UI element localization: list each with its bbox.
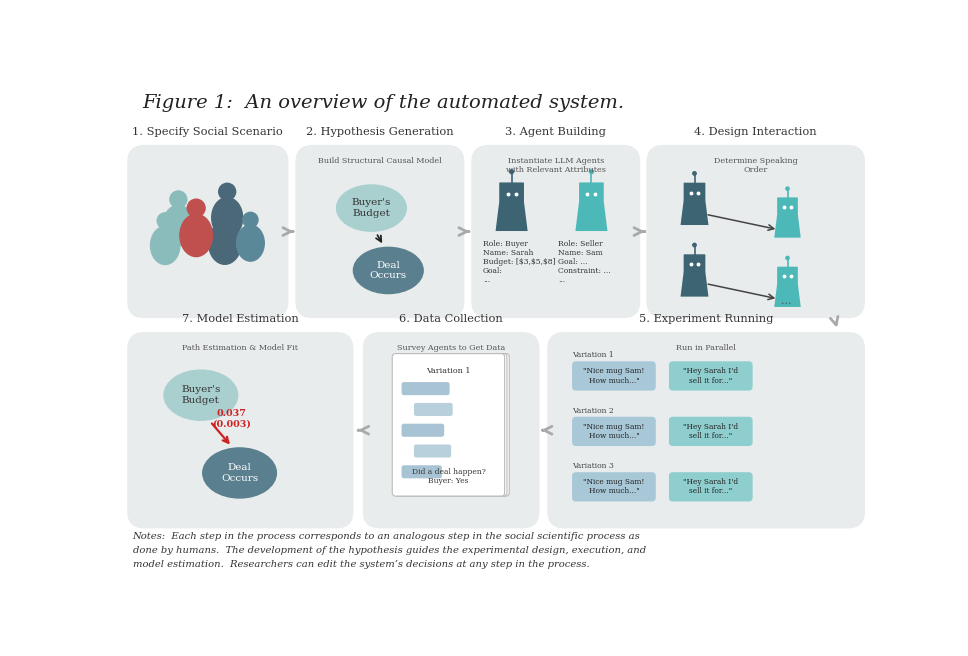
Ellipse shape [236, 225, 264, 261]
Ellipse shape [212, 197, 243, 238]
Text: Role: Buyer
Name: Sarah
Budget: [$3,$5,$8]
Goal:
...: Role: Buyer Name: Sarah Budget: [$3,$5,$… [483, 239, 556, 285]
Text: "Nice mug Sam!
How much...": "Nice mug Sam! How much..." [583, 478, 645, 495]
Circle shape [786, 256, 789, 260]
Text: Build Structural Causal Model: Build Structural Causal Model [318, 157, 441, 165]
FancyBboxPatch shape [777, 267, 798, 284]
Circle shape [243, 213, 258, 228]
Text: Run in Parallel: Run in Parallel [677, 344, 736, 352]
Circle shape [509, 170, 514, 174]
FancyBboxPatch shape [669, 417, 753, 446]
Text: Variation 1: Variation 1 [426, 367, 470, 375]
Text: Notes:  Each step in the process corresponds to an analogous step in the social : Notes: Each step in the process correspo… [133, 532, 646, 569]
Circle shape [216, 207, 233, 224]
Text: Deal
Occurs: Deal Occurs [370, 260, 407, 280]
Polygon shape [496, 203, 528, 231]
FancyBboxPatch shape [363, 332, 539, 528]
FancyBboxPatch shape [127, 145, 288, 318]
FancyBboxPatch shape [547, 332, 865, 528]
Text: Did a deal happen?
Buyer: Yes: Did a deal happen? Buyer: Yes [411, 468, 485, 485]
Polygon shape [681, 272, 709, 297]
Ellipse shape [208, 222, 241, 264]
FancyBboxPatch shape [471, 145, 640, 318]
Text: ...: ... [781, 297, 791, 306]
Text: Determine Speaking
Order: Determine Speaking Order [713, 157, 798, 174]
Text: 2. Hypothesis Generation: 2. Hypothesis Generation [306, 127, 454, 137]
Text: "Nice mug Sam!
How much...": "Nice mug Sam! How much..." [583, 367, 645, 384]
FancyBboxPatch shape [683, 255, 706, 273]
Ellipse shape [151, 226, 180, 264]
Text: 7. Model Estimation: 7. Model Estimation [182, 314, 299, 324]
Polygon shape [575, 203, 608, 231]
Ellipse shape [353, 247, 423, 293]
FancyBboxPatch shape [669, 472, 753, 501]
FancyBboxPatch shape [647, 145, 865, 318]
FancyBboxPatch shape [499, 182, 524, 203]
FancyBboxPatch shape [127, 332, 353, 528]
Text: Deal
Occurs: Deal Occurs [221, 463, 258, 483]
FancyBboxPatch shape [414, 445, 451, 458]
Text: Survey Agents to Get Data: Survey Agents to Get Data [397, 344, 505, 352]
Text: "Nice mug Sam!
How much...": "Nice mug Sam! How much..." [583, 422, 645, 440]
Circle shape [693, 172, 696, 175]
Text: 1. Specify Social Scenario: 1. Specify Social Scenario [133, 127, 284, 137]
Text: 6. Data Collection: 6. Data Collection [399, 314, 503, 324]
FancyBboxPatch shape [572, 472, 655, 501]
Polygon shape [774, 283, 801, 307]
Polygon shape [774, 215, 801, 237]
Text: Path Estimation & Model Fit: Path Estimation & Model Fit [182, 344, 298, 352]
Ellipse shape [164, 370, 237, 420]
FancyBboxPatch shape [579, 182, 604, 203]
Circle shape [187, 199, 205, 217]
FancyBboxPatch shape [572, 361, 655, 390]
Text: Figure 1:  An overview of the automated system.: Figure 1: An overview of the automated s… [142, 94, 624, 112]
Text: Buyer's
Budget: Buyer's Budget [181, 386, 221, 405]
Text: 5. Experiment Running: 5. Experiment Running [639, 314, 773, 324]
Ellipse shape [337, 185, 407, 231]
Circle shape [219, 183, 235, 200]
Ellipse shape [163, 205, 194, 245]
FancyBboxPatch shape [397, 354, 509, 496]
Polygon shape [681, 200, 709, 225]
Text: 3. Agent Building: 3. Agent Building [505, 127, 606, 137]
FancyBboxPatch shape [414, 403, 453, 416]
Text: Instantiate LLM Agents
with Relevant Attributes: Instantiate LLM Agents with Relevant Att… [506, 157, 606, 174]
Circle shape [169, 191, 187, 208]
FancyBboxPatch shape [572, 417, 655, 446]
Ellipse shape [180, 215, 212, 256]
FancyBboxPatch shape [402, 382, 449, 395]
FancyBboxPatch shape [669, 361, 753, 390]
Circle shape [786, 187, 789, 190]
Text: 0.037
(0.003): 0.037 (0.003) [212, 409, 252, 429]
Text: Role: Seller
Name: Sam
Goal: ...
Constraint: ...
...: Role: Seller Name: Sam Goal: ... Constra… [559, 239, 611, 285]
FancyBboxPatch shape [402, 465, 441, 478]
Circle shape [590, 170, 593, 174]
Text: Variation 3: Variation 3 [572, 462, 614, 470]
Text: "Hey Sarah I'd
sell it for...": "Hey Sarah I'd sell it for..." [683, 422, 739, 440]
FancyBboxPatch shape [402, 424, 444, 437]
Text: Variation 1: Variation 1 [572, 351, 614, 359]
Text: Buyer's
Budget: Buyer's Budget [351, 198, 391, 218]
FancyBboxPatch shape [683, 182, 706, 201]
Text: "Hey Sarah I'd
sell it for...": "Hey Sarah I'd sell it for..." [683, 367, 739, 384]
Ellipse shape [202, 448, 277, 498]
Text: "Hey Sarah I'd
sell it for...": "Hey Sarah I'd sell it for..." [683, 478, 739, 495]
FancyBboxPatch shape [395, 354, 507, 496]
Circle shape [157, 213, 173, 229]
FancyBboxPatch shape [777, 197, 798, 215]
FancyBboxPatch shape [392, 354, 504, 496]
Text: 4. Design Interaction: 4. Design Interaction [694, 127, 817, 137]
Circle shape [693, 243, 696, 247]
FancyBboxPatch shape [295, 145, 465, 318]
Text: Variation 2: Variation 2 [572, 407, 614, 415]
